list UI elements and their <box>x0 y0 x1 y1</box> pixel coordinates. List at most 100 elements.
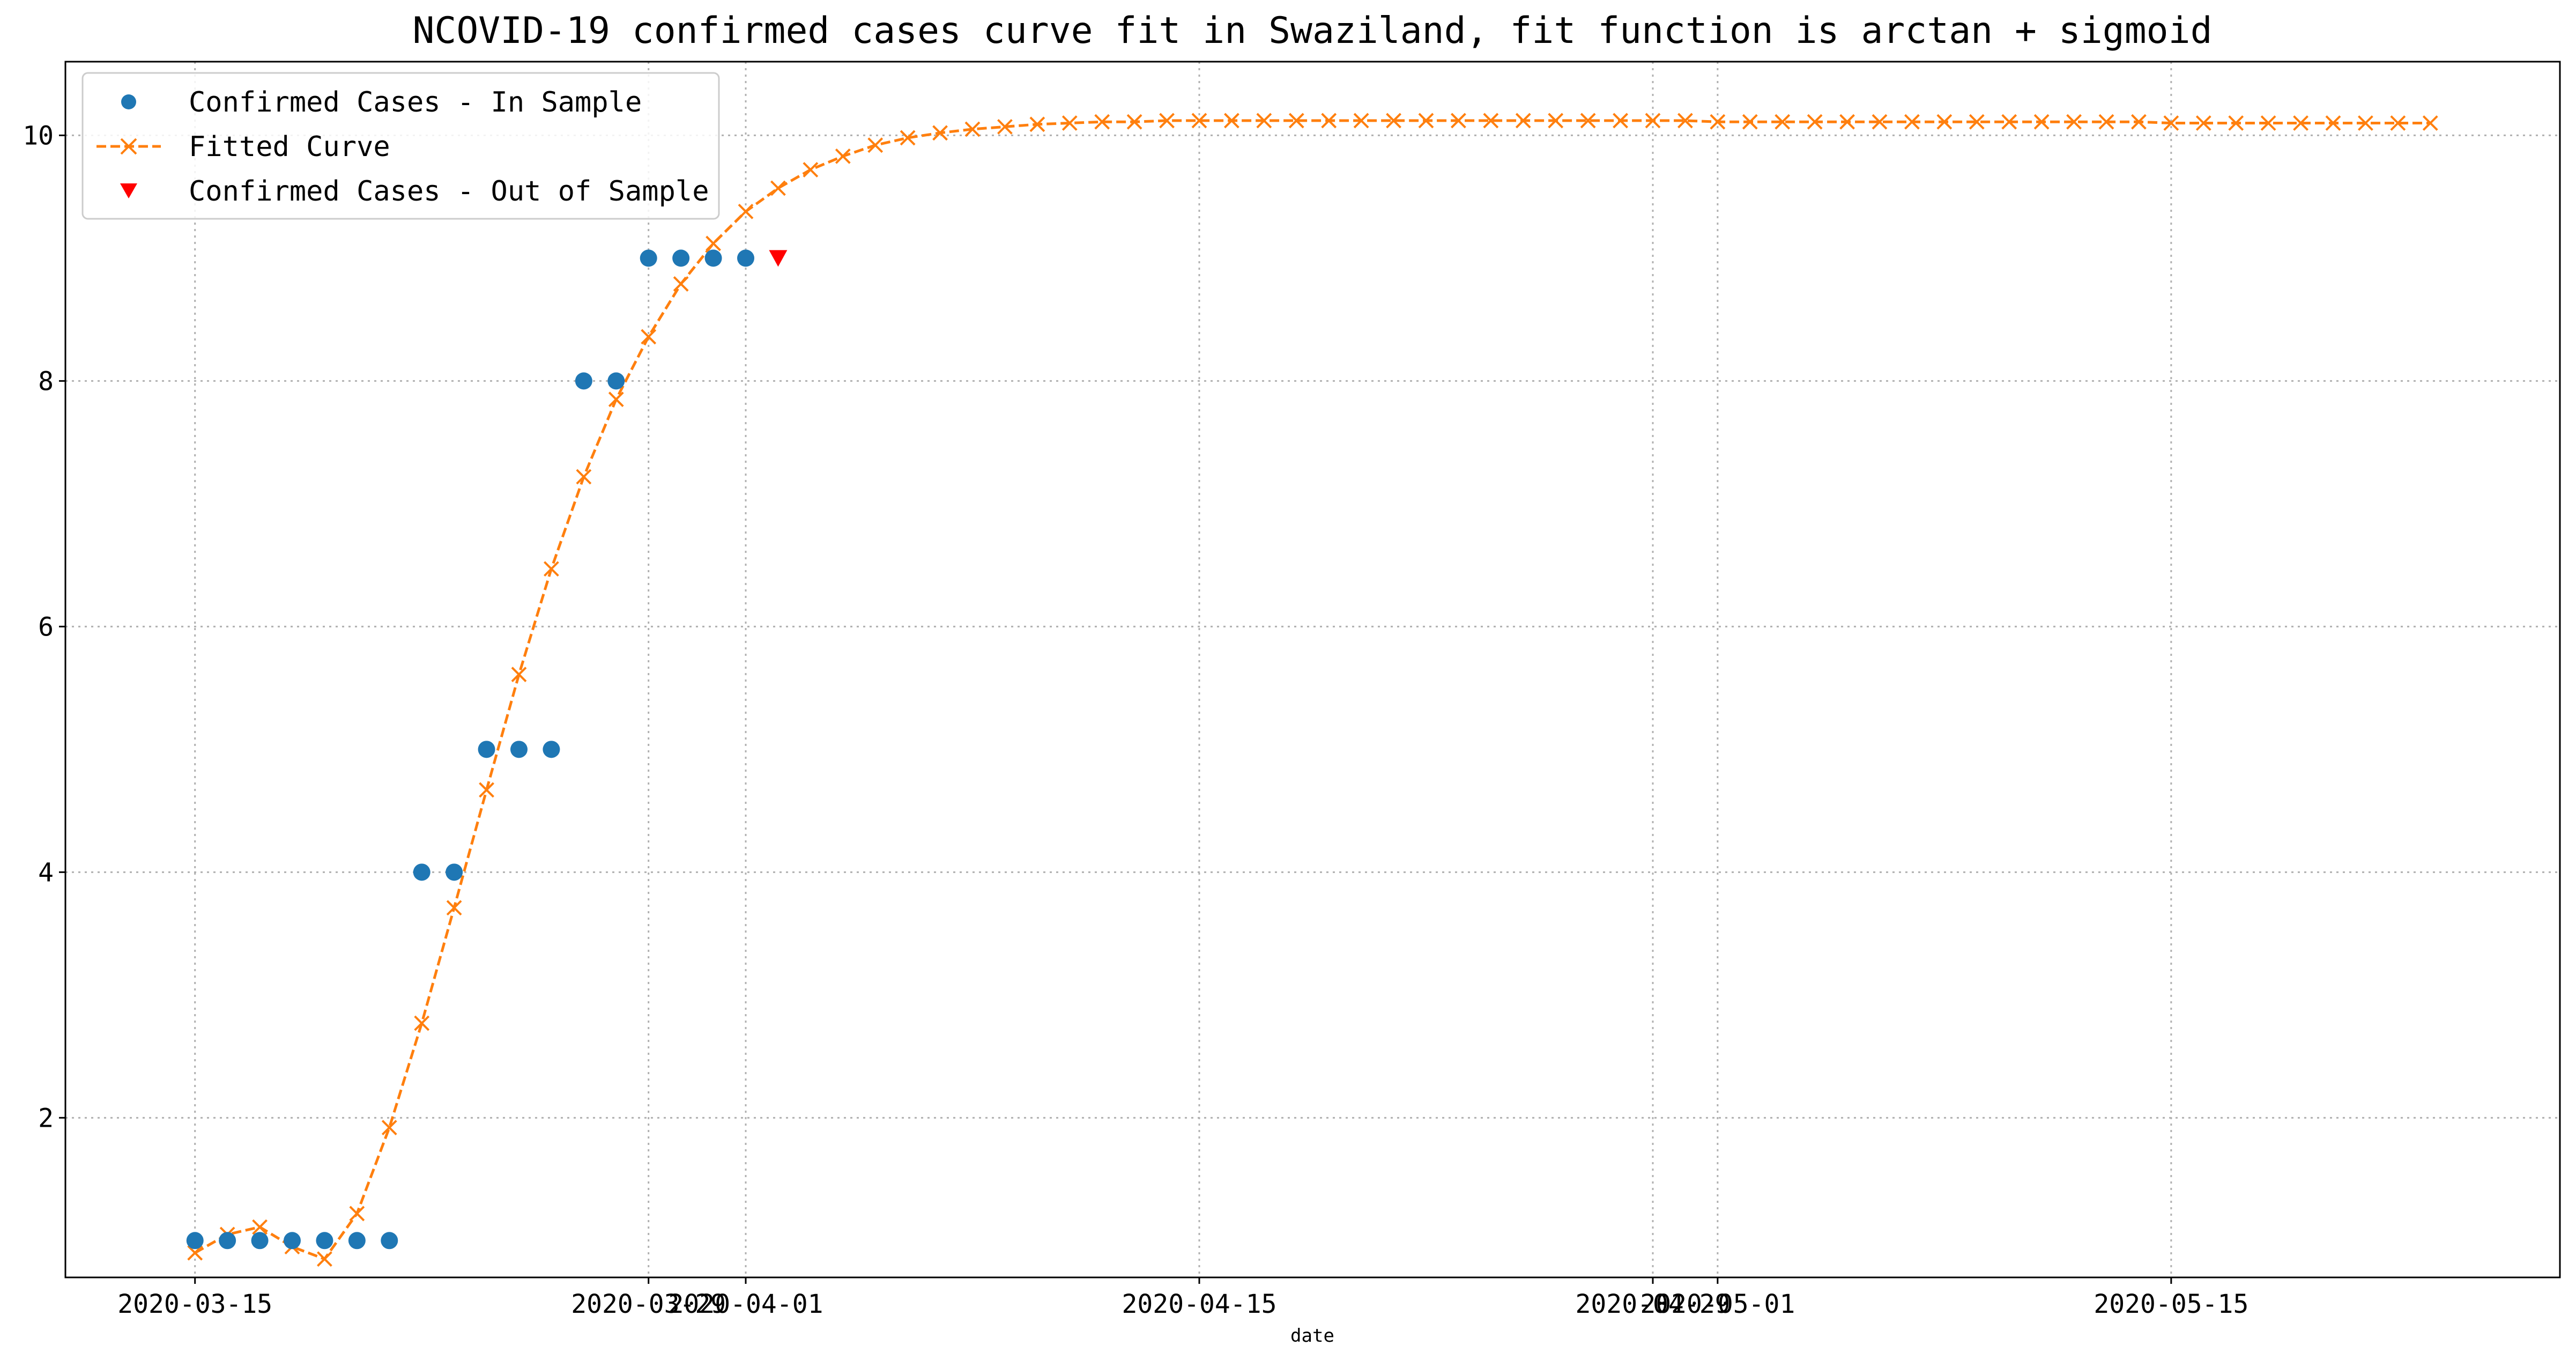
fitted-curve-point <box>1936 114 1953 130</box>
fitted-curve-point <box>1580 113 1596 129</box>
fitted-curve-point <box>1775 114 1791 130</box>
y-tick-label: 6 <box>38 612 54 642</box>
in-sample-point <box>284 1232 301 1250</box>
in-sample-point <box>704 249 722 267</box>
in-sample-point <box>510 741 528 758</box>
fitted-curve-point <box>673 276 689 292</box>
in-sample-point <box>381 1232 398 1250</box>
out-of-sample-point <box>769 250 788 267</box>
fitted-curve-point <box>1288 113 1304 129</box>
y-tick-label: 8 <box>38 366 54 396</box>
fitted-curve-point <box>544 561 559 577</box>
in-sample-point <box>575 372 592 390</box>
fitted-curve-point <box>2293 115 2308 131</box>
y-axis: 2 4 6 8 10 <box>23 121 65 1133</box>
fitted-curve-point <box>1904 114 1920 130</box>
fitted-curve-point <box>381 1120 397 1136</box>
fitted-curve-point <box>964 121 981 137</box>
fitted-curve-point <box>1353 113 1369 129</box>
fitted-curve-point <box>1386 113 1401 129</box>
legend-in-sample-marker <box>121 94 136 109</box>
fitted-curve-point <box>2131 114 2147 130</box>
legend: Confirmed Cases - In Sample Fitted Curve… <box>81 72 720 220</box>
fitted-curve-point <box>2033 114 2050 130</box>
fitted-curve-point <box>2228 115 2244 131</box>
x-tick-label: 2020-03-29 <box>571 1289 726 1319</box>
x-tick-label: 2020-05-01 <box>1640 1289 1795 1319</box>
fitted-curve-point <box>1807 114 1823 130</box>
legend-out-of-sample-marker <box>120 183 137 198</box>
fitted-curve-point <box>1677 113 1693 129</box>
fitted-curve-point <box>770 180 786 196</box>
fitted-curve-point <box>1061 115 1078 131</box>
fitted-curve-point <box>706 235 721 252</box>
fitted-curve-point <box>1224 113 1239 129</box>
out-of-sample-points <box>769 250 788 267</box>
fitted-curve-point <box>1451 113 1466 129</box>
in-sample-point <box>478 741 495 758</box>
fitted-curve-point <box>1613 113 1628 129</box>
y-tick-label: 4 <box>38 858 54 888</box>
x-axis-label: date <box>1290 1325 1334 1347</box>
fitted-curve-point <box>2098 114 2114 130</box>
fitted-curve-point <box>641 329 657 345</box>
fitted-curve-point <box>1710 114 1726 130</box>
fitted-curve-markers <box>187 113 2438 1267</box>
in-sample-point <box>672 249 690 267</box>
fitted-curve-point <box>997 119 1013 135</box>
in-sample-point <box>640 249 657 267</box>
fitted-curve-point <box>1645 113 1661 129</box>
fitted-curve-line <box>194 119 2431 1261</box>
fitted-curve-point <box>1872 114 1888 130</box>
x-tick-label: 2020-04-15 <box>1122 1289 1277 1319</box>
fitted-curve-point <box>511 667 527 683</box>
fitted-curve-point <box>446 900 462 916</box>
fitted-curve-point <box>252 1219 268 1235</box>
x-tick-label: 2020-04-29 <box>1576 1289 1731 1319</box>
in-sample-point <box>186 1232 204 1250</box>
fitted-curve-point <box>1969 114 1985 130</box>
fitted-curve-point <box>1126 114 1142 130</box>
fitted-curve-point <box>867 137 884 153</box>
plot-area-frame <box>64 61 2561 1278</box>
y-tick-label: 10 <box>23 121 54 151</box>
fitted-curve-point <box>1742 114 1758 130</box>
fitted-curve-point <box>1094 114 1110 130</box>
fitted-curve-point <box>1515 113 1531 129</box>
in-sample-point <box>607 372 625 390</box>
chart-title: NCOVID-19 confirmed cases curve fit in S… <box>412 10 2212 52</box>
fitted-curve-point <box>2163 115 2179 131</box>
fitted-curve-path <box>194 119 2431 1261</box>
fitted-curve-point <box>2422 115 2438 131</box>
fitted-curve-point <box>2001 114 2017 130</box>
fitted-curve-point <box>576 469 592 485</box>
legend-fitted-label: Fitted Curve <box>189 131 390 163</box>
fitted-curve-point <box>1839 114 1855 130</box>
fitted-curve-point <box>1029 116 1045 132</box>
in-sample-point <box>413 863 430 881</box>
fitted-curve-point <box>608 391 624 408</box>
fitted-curve-point <box>2325 115 2341 131</box>
fitted-curve-point <box>1159 113 1175 129</box>
legend-fitted-marker <box>120 138 137 155</box>
fitted-curve-point <box>479 782 494 798</box>
fitted-curve-point <box>900 130 916 146</box>
in-sample-points <box>186 249 754 1250</box>
x-tick-label: 2020-05-15 <box>2094 1289 2248 1319</box>
fitted-curve-point <box>349 1206 365 1222</box>
in-sample-point <box>543 741 560 758</box>
legend-in-sample-label: Confirmed Cases - In Sample <box>189 86 642 119</box>
in-sample-point <box>316 1232 333 1250</box>
in-sample-point <box>219 1232 236 1250</box>
y-tick-label: 2 <box>38 1103 54 1133</box>
fitted-curve-point <box>1418 113 1434 129</box>
legend-out-of-sample-label: Confirmed Cases - Out of Sample <box>189 175 709 208</box>
fitted-curve-point <box>317 1251 332 1267</box>
fitted-curve-point <box>414 1015 430 1031</box>
fitted-curve-point <box>1256 113 1272 129</box>
grid <box>65 62 2560 1277</box>
fitted-curve-point <box>2195 115 2211 131</box>
fitted-curve-point <box>2260 115 2276 131</box>
